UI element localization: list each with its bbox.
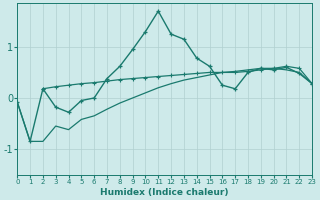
X-axis label: Humidex (Indice chaleur): Humidex (Indice chaleur)	[100, 188, 229, 197]
